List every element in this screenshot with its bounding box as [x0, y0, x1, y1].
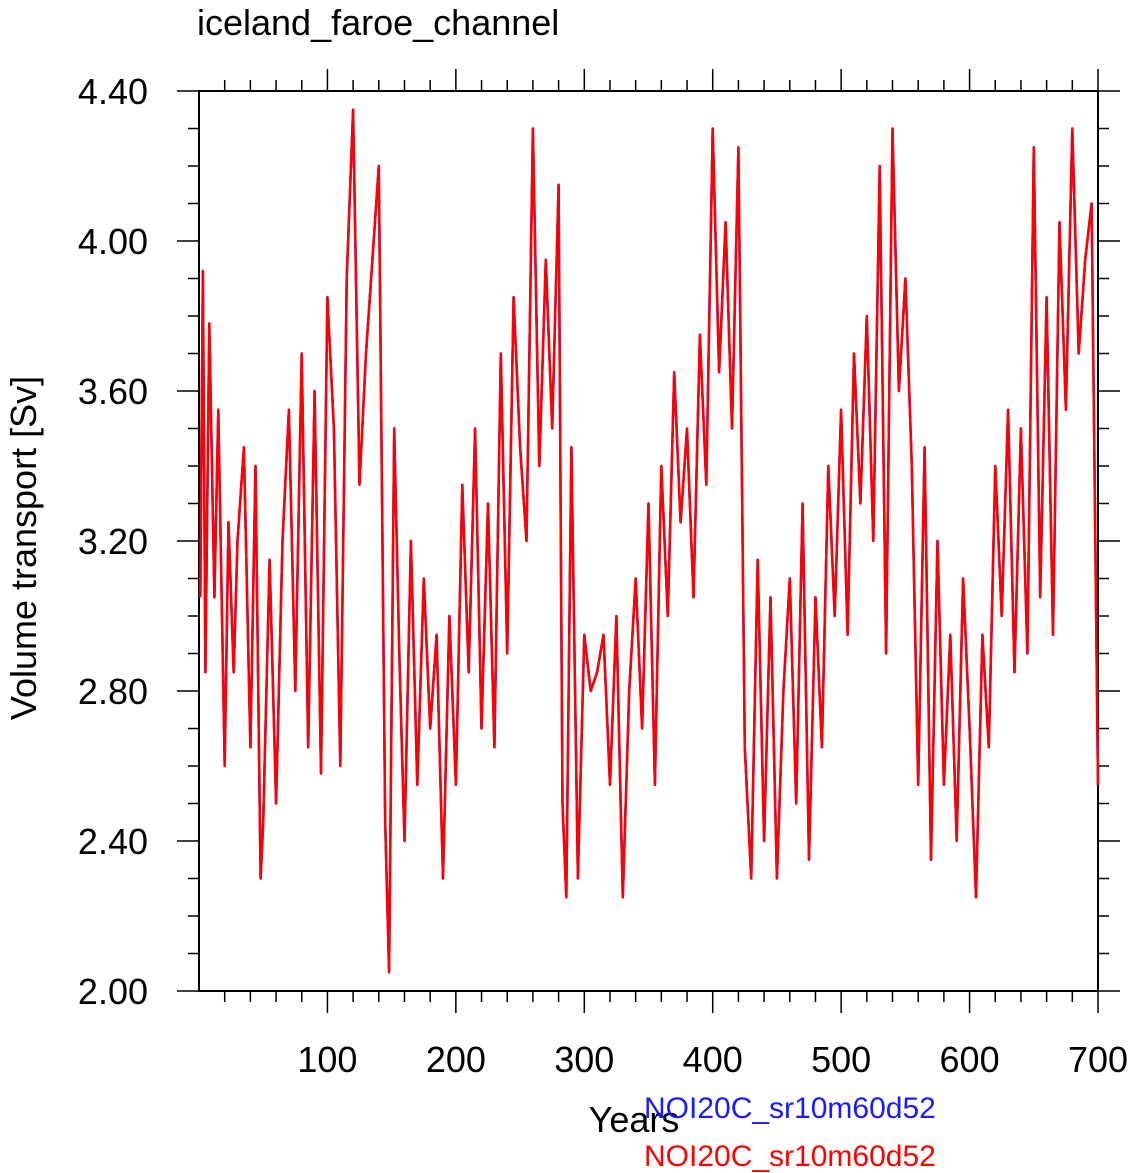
y-axis-ticks: 2.00 2.40 2.80 3.20 3.60 4.00 4.40 [78, 71, 1120, 1012]
x-axis-ticks: 100 200 300 400 500 600 700 [223, 69, 1128, 1080]
y-tick-label: 3.60 [78, 371, 148, 412]
y-tick-label: 2.00 [78, 971, 148, 1012]
series-line-2 [199, 108, 1100, 974]
x-tick-label: 200 [426, 1039, 486, 1080]
chart-title: iceland_faroe_channel [197, 2, 559, 43]
x-tick-label: 300 [554, 1039, 614, 1080]
x-tick-label: 600 [940, 1039, 1000, 1080]
x-tick-label: 100 [297, 1039, 357, 1080]
y-axis-label: Volume transport [Sv] [3, 376, 44, 720]
y-tick-label: 2.40 [78, 821, 148, 862]
x-tick-label: 700 [1068, 1039, 1128, 1080]
y-tick-label: 2.80 [78, 671, 148, 712]
legend-entry-blue: NOI20C_sr10m60d52 [644, 1092, 936, 1125]
legend-entry-red: NOI20C_sr10m60d52 [644, 1140, 936, 1173]
y-tick-label: 3.20 [78, 521, 148, 562]
x-tick-label: 500 [811, 1039, 871, 1080]
x-axis-label: Years [589, 1099, 680, 1140]
x-tick-label: 400 [683, 1039, 743, 1080]
y-tick-label: 4.00 [78, 221, 148, 262]
y-tick-label: 4.40 [78, 71, 148, 112]
series-layer [199, 108, 1100, 974]
